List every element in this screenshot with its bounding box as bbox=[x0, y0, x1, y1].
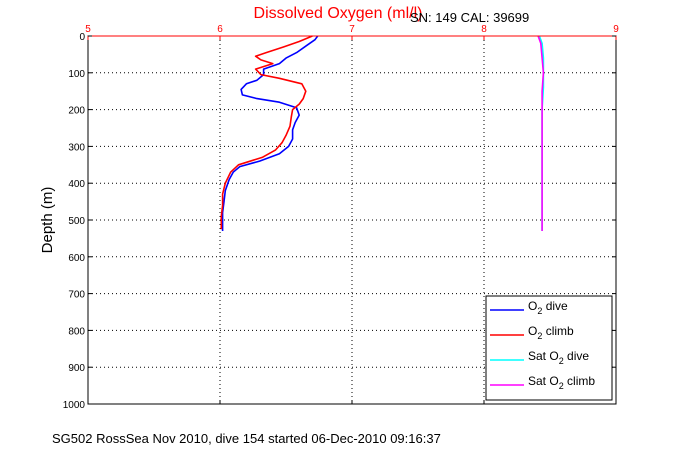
series-line-o2-climb bbox=[220, 35, 313, 230]
serial-calibration-annotation: SN: 149 CAL: 39699 bbox=[410, 10, 529, 25]
legend-label: Sat O2 dive bbox=[528, 349, 589, 366]
series-lines bbox=[220, 35, 545, 231]
series-line-sat-o2-climb bbox=[537, 35, 545, 231]
x-tick-label: 5 bbox=[85, 24, 91, 35]
legend-label: O2 climb bbox=[528, 324, 574, 341]
y-tick-label: 1000 bbox=[63, 400, 86, 411]
y-tick-label: 800 bbox=[68, 326, 85, 337]
y-tick-label: 100 bbox=[68, 69, 85, 80]
x-tick-label: 6 bbox=[217, 24, 223, 35]
legend-label: Sat O2 climb bbox=[528, 374, 595, 391]
y-tick-label: 700 bbox=[68, 290, 85, 301]
chart-title: Dissolved Oxygen (ml/l) bbox=[254, 5, 423, 22]
y-ticks: 0 100 200 300 400 500 600 700 800 900 1000 bbox=[63, 32, 616, 411]
y-tick-label: 400 bbox=[68, 179, 85, 190]
x-ticks: 5 6 7 8 9 bbox=[85, 24, 619, 404]
y-tick-label: 200 bbox=[68, 106, 85, 117]
y-tick-label: 600 bbox=[68, 253, 85, 264]
x-tick-label: 8 bbox=[481, 24, 487, 35]
legend-item-sat-o2-dive: Sat O2 dive bbox=[490, 349, 589, 366]
y-tick-label: 900 bbox=[68, 363, 85, 374]
legend-box bbox=[485, 295, 613, 401]
legend-item-sat-o2-climb: Sat O2 climb bbox=[490, 374, 595, 391]
series-line-o2-dive bbox=[221, 35, 319, 231]
legend-item-o2-climb: O2 climb bbox=[490, 324, 574, 341]
y-tick-label: 500 bbox=[68, 216, 85, 227]
y-tick-label: 0 bbox=[79, 32, 85, 43]
footer-caption: SG502 RossSea Nov 2010, dive 154 started… bbox=[52, 431, 441, 446]
y-tick-label: 300 bbox=[68, 142, 85, 153]
legend-item-o2-dive: O2 dive bbox=[490, 299, 568, 316]
legend: O2 dive O2 climb Sat O2 dive Sat O2 climb bbox=[485, 295, 613, 401]
x-tick-label: 9 bbox=[613, 24, 619, 35]
y-axis-label: Depth (m) bbox=[39, 187, 56, 254]
x-tick-label: 7 bbox=[349, 24, 355, 35]
legend-label: O2 dive bbox=[528, 299, 568, 316]
